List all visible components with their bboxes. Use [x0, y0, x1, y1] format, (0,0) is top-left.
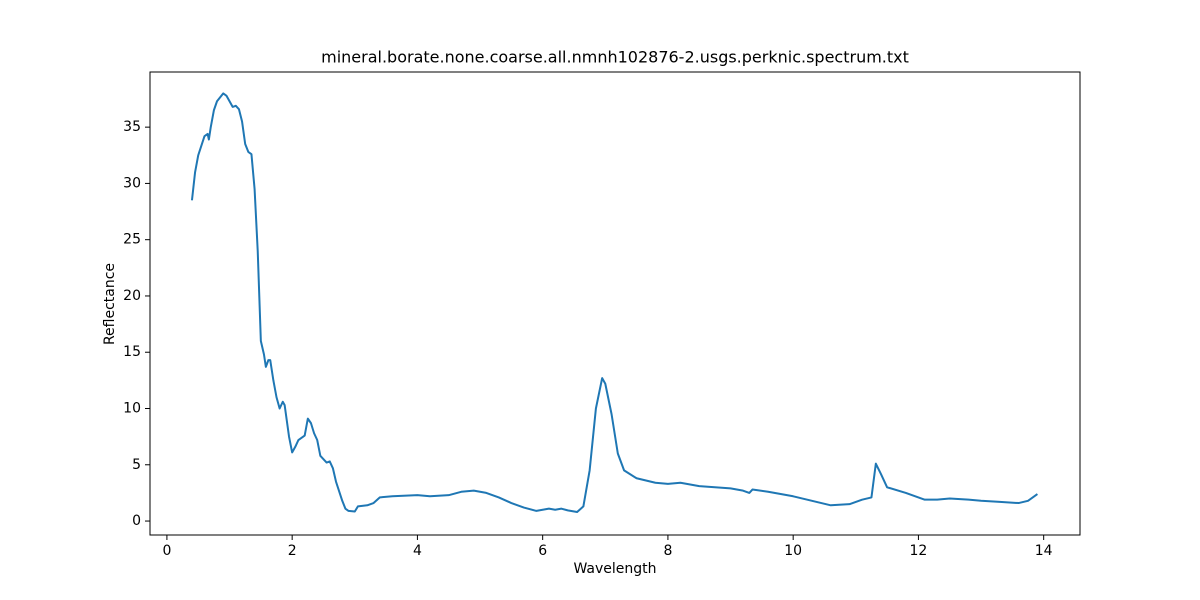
x-tick-label: 10: [784, 543, 802, 559]
y-tick-label: 5: [132, 457, 141, 473]
x-tick-label: 14: [1035, 543, 1053, 559]
x-tick-label: 0: [162, 543, 171, 559]
x-tick-label: 6: [538, 543, 547, 559]
axes-frame: [149, 71, 1081, 536]
x-axis-label: Wavelength: [573, 561, 656, 577]
y-tick-label: 10: [123, 401, 141, 417]
x-tick-label: 2: [288, 543, 297, 559]
x-tick-label: 4: [413, 543, 422, 559]
y-tick-label: 0: [132, 513, 141, 529]
y-axis-label: Reflectance: [102, 263, 118, 345]
y-tick-label: 15: [123, 344, 141, 360]
spectrum-line: [190, 92, 1038, 514]
chart-title: mineral.borate.none.coarse.all.nmnh10287…: [321, 48, 909, 67]
y-tick-label: 20: [123, 288, 141, 304]
y-tick-label: 35: [123, 119, 141, 135]
y-tick-label: 30: [123, 175, 141, 191]
x-tick-label: 12: [910, 543, 928, 559]
y-tick-label: 25: [123, 232, 141, 248]
x-tick-label: 8: [663, 543, 672, 559]
